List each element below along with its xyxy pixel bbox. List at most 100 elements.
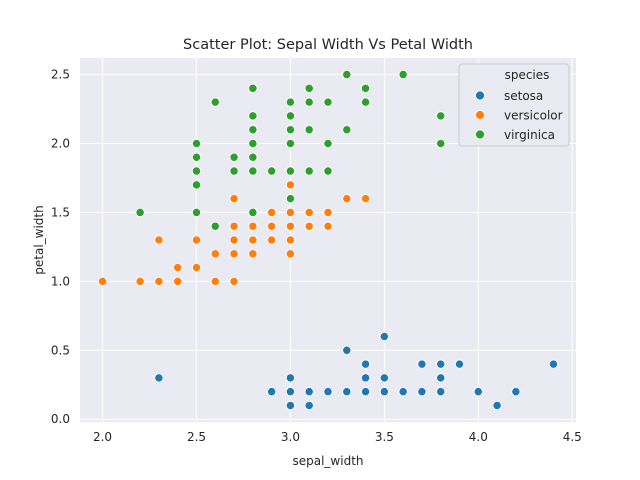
data-point-virginica: [191, 152, 202, 162]
data-point-virginica: [285, 97, 296, 107]
y-tick-label: 1.0: [51, 274, 70, 288]
data-point-virginica: [229, 152, 239, 162]
data-point-versicolor: [323, 207, 333, 218]
data-point-setosa: [436, 387, 446, 397]
data-point-versicolor: [229, 235, 239, 245]
data-point-setosa: [379, 331, 390, 342]
data-point-versicolor: [285, 249, 296, 259]
data-point-virginica: [248, 166, 258, 176]
data-point-versicolor: [191, 262, 202, 273]
data-point-versicolor: [342, 193, 352, 204]
data-point-virginica: [248, 138, 258, 149]
data-point-virginica: [360, 83, 371, 93]
y-tick-label: 2.0: [51, 136, 70, 150]
y-axis-label: petal_width: [32, 205, 46, 274]
data-point-versicolor: [135, 276, 145, 287]
data-point-versicolor: [173, 276, 183, 287]
data-point-setosa: [360, 387, 371, 397]
data-point-virginica: [304, 83, 314, 93]
x-axis-label: sepal_width: [292, 454, 363, 468]
data-point-versicolor: [285, 221, 296, 231]
data-point-virginica: [285, 138, 296, 149]
data-points: [97, 69, 559, 411]
data-point-virginica: [285, 111, 296, 121]
x-tick-label: 2.5: [187, 430, 206, 444]
data-point-versicolor: [266, 221, 277, 231]
data-point-versicolor: [266, 207, 277, 218]
data-point-setosa: [379, 387, 390, 397]
data-point-virginica: [191, 207, 202, 218]
data-point-versicolor: [229, 276, 239, 287]
data-point-versicolor: [154, 276, 164, 287]
data-point-versicolor: [304, 207, 314, 218]
data-point-versicolor: [229, 193, 239, 204]
legend-marker-virginica: [474, 129, 486, 140]
data-point-virginica: [304, 125, 314, 135]
data-point-setosa: [285, 400, 296, 411]
data-point-setosa: [360, 373, 371, 383]
data-point-virginica: [229, 166, 239, 176]
x-tick-label: 3.5: [375, 430, 394, 444]
data-point-setosa: [436, 373, 446, 383]
data-point-versicolor: [154, 235, 164, 245]
data-point-virginica: [191, 180, 202, 190]
data-point-virginica: [210, 221, 220, 231]
data-point-virginica: [304, 97, 314, 107]
data-point-setosa: [398, 387, 408, 397]
data-point-setosa: [454, 359, 465, 369]
data-point-versicolor: [266, 235, 277, 245]
data-point-virginica: [304, 166, 314, 176]
data-point-versicolor: [248, 249, 258, 259]
x-tick-label: 4.5: [563, 430, 582, 444]
y-tick-label: 1.5: [51, 205, 70, 219]
data-point-setosa: [342, 345, 352, 355]
data-point-setosa: [436, 359, 446, 369]
data-point-setosa: [285, 373, 296, 383]
data-point-virginica: [323, 138, 333, 149]
data-point-virginica: [436, 138, 446, 149]
legend-title: species: [505, 68, 550, 82]
legend-label-virginica: virginica: [504, 128, 555, 142]
data-point-versicolor: [229, 249, 239, 259]
data-point-virginica: [248, 125, 258, 135]
data-point-versicolor: [191, 235, 202, 245]
data-point-virginica: [285, 125, 296, 135]
data-point-virginica: [248, 111, 258, 121]
data-point-setosa: [360, 359, 371, 369]
data-point-setosa: [379, 373, 390, 383]
data-point-setosa: [304, 387, 314, 397]
data-point-setosa: [511, 387, 521, 397]
data-point-versicolor: [210, 249, 220, 259]
x-tick-label: 4.0: [469, 430, 488, 444]
data-point-virginica: [342, 125, 352, 135]
legend: species setosa versicolor virginica: [458, 63, 570, 147]
data-point-versicolor: [360, 193, 371, 204]
data-point-versicolor: [248, 235, 258, 245]
data-point-virginica: [191, 166, 202, 176]
data-point-versicolor: [97, 276, 108, 287]
data-point-virginica: [248, 207, 258, 218]
legend-box: [458, 63, 570, 147]
data-point-setosa: [304, 400, 314, 411]
data-point-versicolor: [210, 276, 220, 287]
x-tick-label: 2.0: [93, 430, 112, 444]
legend-marker-versicolor: [474, 109, 486, 121]
data-point-versicolor: [285, 235, 296, 245]
data-point-setosa: [492, 400, 502, 411]
data-point-versicolor: [323, 221, 333, 231]
data-point-setosa: [548, 359, 559, 369]
legend-marker-setosa: [474, 90, 486, 101]
data-point-virginica: [323, 166, 333, 176]
chart-title: Scatter Plot: Sepal Width Vs Petal Width: [183, 37, 473, 53]
data-point-virginica: [285, 166, 296, 176]
data-point-virginica: [248, 83, 258, 93]
data-point-setosa: [342, 387, 352, 397]
data-point-versicolor: [285, 207, 296, 218]
data-point-virginica: [191, 138, 202, 149]
data-point-versicolor: [229, 221, 239, 231]
data-point-setosa: [323, 387, 333, 397]
data-point-virginica: [323, 97, 333, 107]
legend-label-setosa: setosa: [504, 89, 543, 103]
data-point-setosa: [417, 359, 427, 369]
